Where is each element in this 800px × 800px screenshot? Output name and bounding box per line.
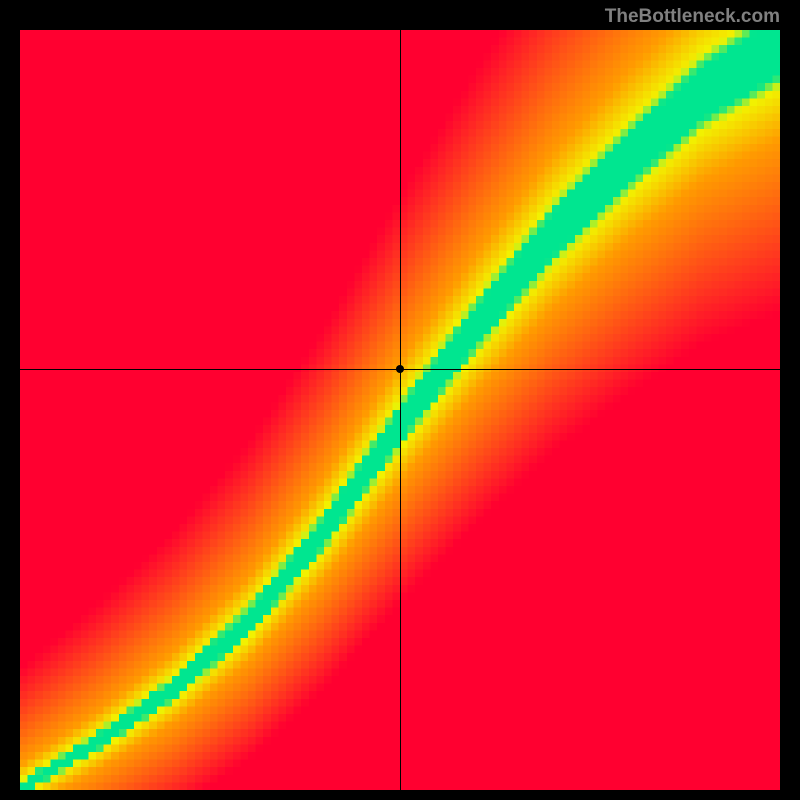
crosshair-vertical [400, 30, 401, 790]
crosshair-marker [396, 365, 404, 373]
watermark-text: TheBottleneck.com [605, 6, 780, 28]
heatmap-plot [20, 30, 780, 790]
